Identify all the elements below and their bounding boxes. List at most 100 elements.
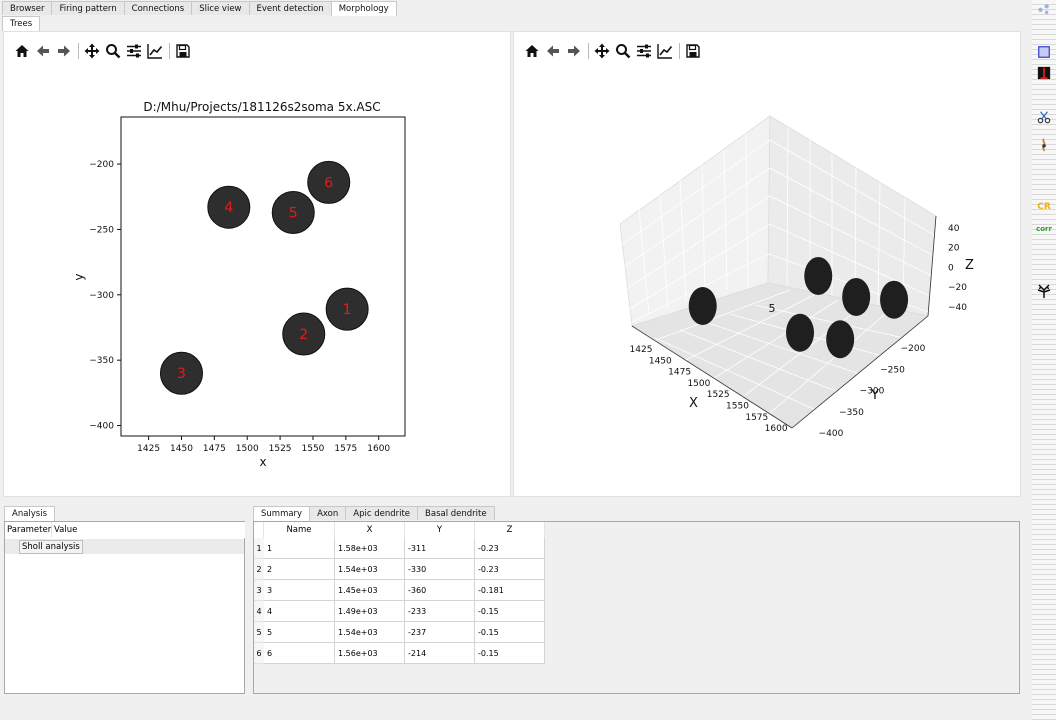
table-col-name[interactable]: Name [264,522,335,538]
table-corner[interactable] [254,522,264,538]
table-cell[interactable]: 4 [264,601,335,622]
pan-icon[interactable] [82,41,102,61]
zoom-icon[interactable] [103,41,123,61]
plot2d-ytick-label: −300 [89,291,114,301]
plot3d-ylabel: Y [870,388,879,403]
soma-sphere [786,313,815,352]
table-cell[interactable]: -214 [405,643,475,664]
table-row-header[interactable]: 6 [254,643,264,664]
table-cell[interactable]: 1.49e+03 [335,601,405,622]
edit-axes-icon[interactable] [145,41,165,61]
dendrite-tree-icon[interactable] [1036,283,1052,299]
trace-marker-icon[interactable] [1036,65,1052,81]
forward-arrow-icon[interactable] [54,41,74,61]
table-cell[interactable]: 1.54e+03 [335,622,405,643]
plot3d-ytick-label: −350 [839,408,864,418]
table-cell[interactable]: 6 [264,643,335,664]
back-arrow-icon[interactable] [543,41,563,61]
table-col-y[interactable]: Y [405,522,475,538]
table-row-header[interactable]: 3 [254,580,264,601]
plot3d-y-axis [791,315,929,429]
plot2d-toolbar [12,41,194,61]
table-cell[interactable]: -330 [405,559,475,580]
sholl-analysis-button[interactable]: Sholl analysis [19,540,83,554]
back-arrow-icon[interactable] [33,41,53,61]
tab-summary[interactable]: Summary [253,506,311,521]
table-row-header[interactable]: 4 [254,601,264,622]
analysis-col-parameter[interactable]: Parameter [5,522,52,538]
right-side-toolbar: CR corr [1032,0,1056,720]
tab-axon[interactable]: Axon [309,506,347,520]
home-icon[interactable] [12,41,32,61]
table-cell[interactable]: 1.45e+03 [335,580,405,601]
plot3d-ztick-label: 0 [948,263,954,273]
table-cell[interactable]: -0.15 [475,601,545,622]
table-cell[interactable]: -237 [405,622,475,643]
pan-icon[interactable] [592,41,612,61]
table-cell[interactable]: -360 [405,580,475,601]
table-row-header[interactable]: 1 [254,538,264,559]
soma-marker-label: 2 [299,327,308,343]
table-col-z[interactable]: Z [475,522,545,538]
table-cell[interactable]: -0.15 [475,643,545,664]
plot2d-xtick-label: 1425 [137,444,160,454]
analysis-row-sholl[interactable]: Sholl analysis [5,539,244,554]
soma-marker [282,312,326,356]
selection-box-icon[interactable] [1036,44,1052,60]
plot3d-toolbar [522,41,704,61]
plot3d-visible-label: 5 [769,302,776,315]
zoom-icon[interactable] [613,41,633,61]
network-icon[interactable] [1036,0,1052,16]
save-icon[interactable] [683,41,703,61]
soma-sphere [826,320,855,359]
cr-icon[interactable]: CR [1037,202,1051,212]
plot2d-xtick-label: 1450 [170,444,193,454]
plot3d-xtick-label: 1475 [668,368,691,378]
tab-trees[interactable]: Trees [2,16,41,31]
soma-marker [207,185,251,229]
table-cell[interactable]: -311 [405,538,475,559]
table-cell[interactable]: 3 [264,580,335,601]
forward-arrow-icon[interactable] [564,41,584,61]
plot3d-ztick-label: −40 [948,303,967,313]
sub-tab-bar: Trees [2,16,41,31]
edit-axes-icon[interactable] [655,41,675,61]
table-cell[interactable]: -0.181 [475,580,545,601]
plot3d-xtick-label: 1425 [630,345,653,355]
soma-marker [325,287,369,331]
configure-subplots-icon[interactable] [634,41,654,61]
table-cell[interactable]: 1 [264,538,335,559]
tab-apic-dendrite[interactable]: Apic dendrite [345,506,419,520]
table-cell[interactable]: -0.23 [475,559,545,580]
table-cell[interactable]: 1.54e+03 [335,559,405,580]
table-row-header[interactable]: 2 [254,559,264,580]
table-row-header[interactable]: 5 [254,622,264,643]
table-cell[interactable]: 5 [264,622,335,643]
analysis-col-value[interactable]: Value [52,522,245,538]
table-cell[interactable]: 1.58e+03 [335,538,405,559]
plot3d-ytick-label: −200 [901,344,926,354]
table-cell[interactable]: -0.23 [475,538,545,559]
toolbar-separator [169,43,170,59]
table-col-x[interactable]: X [335,522,405,538]
scissors-icon[interactable] [1036,109,1052,125]
tab-analysis[interactable]: Analysis [4,506,56,521]
table-cell[interactable]: 1.56e+03 [335,643,405,664]
soma-marker-label: 3 [177,366,186,382]
table-cell[interactable]: -233 [405,601,475,622]
table-cell[interactable]: -0.15 [475,622,545,643]
tab-basal-dendrite[interactable]: Basal dendrite [417,506,495,520]
neuron-icon[interactable] [1036,137,1052,153]
home-icon[interactable] [522,41,542,61]
plot2d-ytick-label: −200 [89,160,114,170]
configure-subplots-icon[interactable] [124,41,144,61]
table-cell[interactable]: 2 [264,559,335,580]
plot2d-chart: D:/Mhu/Projects/181126s2soma 5x.ASC 1425… [72,100,406,469]
save-icon[interactable] [173,41,193,61]
soma-sphere [880,280,909,319]
soma-marker [159,351,203,395]
plot2d-xtick-label: 1475 [203,444,226,454]
corr-icon[interactable]: corr [1036,225,1052,233]
tab-morphology[interactable]: Morphology [330,1,397,16]
plot3d-ztick-label: 20 [948,244,960,254]
